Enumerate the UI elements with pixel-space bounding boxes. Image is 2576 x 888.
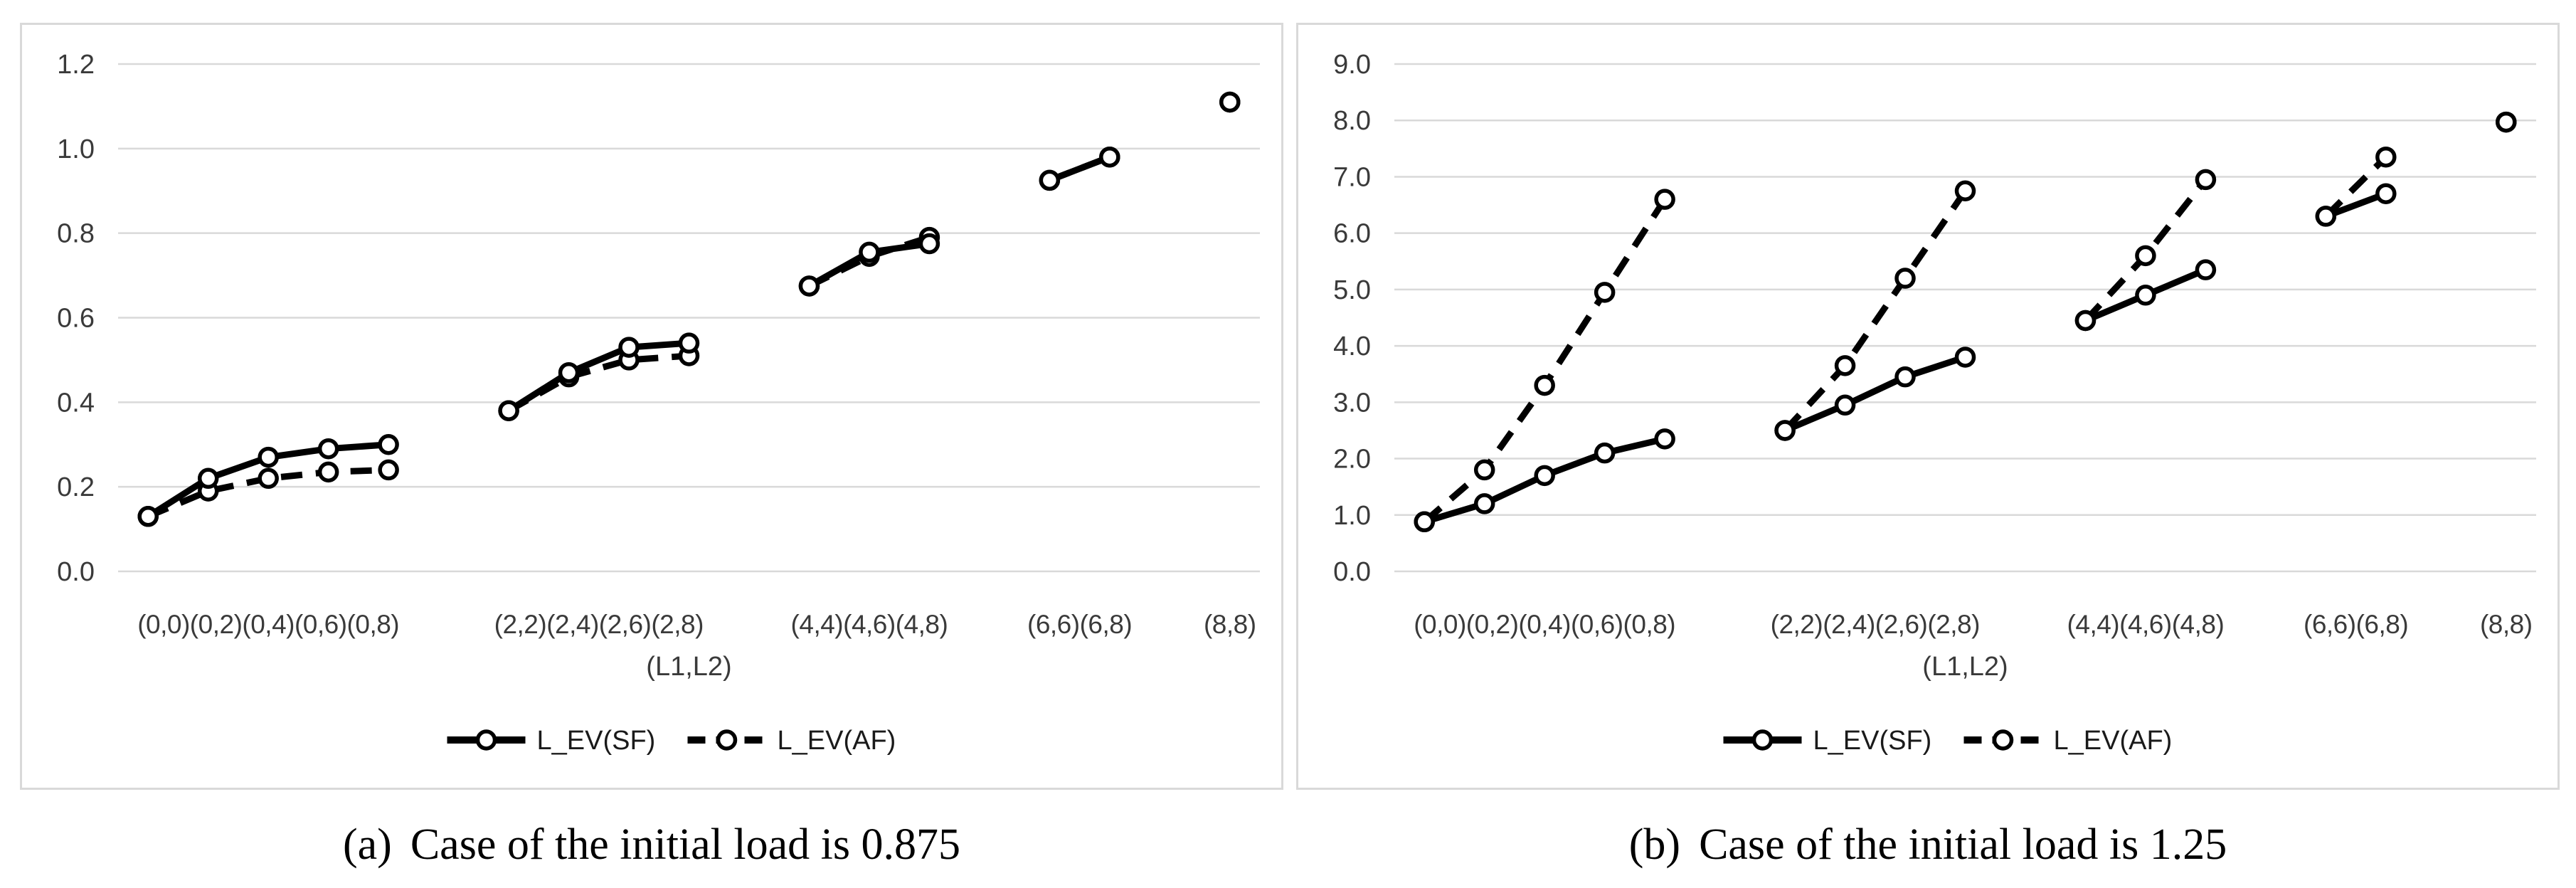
- y-tick-label: 0.0: [1333, 557, 1371, 587]
- data-point-marker: [859, 241, 880, 263]
- data-point-marker: [498, 400, 519, 421]
- data-point-marker: [2315, 206, 2337, 227]
- legend-marker: [716, 729, 738, 751]
- chart-panel-b: 0.0 1.0 2.0 3.0 4.0 5.0 6.0 7.0 8.0 9.0 (0,0)(0,2)…: [1296, 23, 2560, 790]
- x-group-label: (0,0)(0,2)(0,4)(0,6)(0,8): [1414, 610, 1675, 639]
- data-point-marker: [2135, 245, 2156, 267]
- x-axis-title: (L1,L2): [1922, 652, 2008, 682]
- x-axis-title: (L1,L2): [646, 652, 731, 682]
- series-line-af: [1782, 189, 1968, 433]
- data-point-marker: [2135, 285, 2156, 306]
- y-tick-label: 2.0: [1333, 445, 1371, 475]
- y-tick-label: 0.4: [57, 388, 95, 418]
- x-group-label: (4,4)(4,6)(4,8): [2067, 610, 2225, 639]
- data-point-marker: [137, 506, 159, 527]
- data-point-marker: [2375, 146, 2397, 168]
- caption-a-text: Case of the initial load is 0.875: [410, 820, 960, 869]
- y-tick-label: 0.2: [57, 472, 95, 502]
- x-group-label: (2,2)(2,4)(2,6)(2,8): [1771, 610, 1980, 639]
- legend-label: L_EV(AF): [2054, 726, 2173, 756]
- chart-svg-b: 0.0 1.0 2.0 3.0 4.0 5.0 6.0 7.0 8.0 9.0 (0,0)(0,2)…: [1333, 50, 2536, 756]
- data-point-marker: [1894, 366, 1916, 388]
- data-point-marker: [1039, 169, 1061, 191]
- data-point-marker: [1894, 268, 1916, 289]
- data-point-marker: [197, 467, 219, 490]
- data-point-marker: [258, 467, 279, 490]
- data-point-marker: [2496, 111, 2517, 133]
- data-point-marker: [1594, 282, 1616, 303]
- data-point-marker: [1534, 465, 1555, 487]
- data-point-marker: [317, 461, 339, 483]
- series-line-sf: [507, 339, 689, 414]
- y-tick-label: 8.0: [1333, 106, 1371, 136]
- data-point-marker: [1774, 420, 1796, 441]
- legend-marker: [1992, 729, 2014, 751]
- data-point-marker: [378, 434, 399, 455]
- y-tick-label: 0.0: [57, 557, 95, 587]
- y-tick-label: 3.0: [1333, 388, 1371, 418]
- caption-b-text: Case of the initial load is 1.25: [1699, 820, 2227, 869]
- y-tick-label: 9.0: [1333, 50, 1371, 80]
- caption-b-label: (b): [1628, 820, 1681, 869]
- x-group-label: (6,6)(6,8): [1027, 610, 1132, 639]
- legend-marker: [1751, 729, 1774, 751]
- data-point-marker: [1654, 189, 1675, 210]
- caption-a-label: (a): [343, 820, 392, 869]
- caption-a: (a) Case of the initial load is 0.875: [20, 813, 1283, 877]
- y-tick-label: 0.8: [57, 219, 95, 249]
- x-group-label: (8,8): [1204, 610, 1256, 639]
- data-point-marker: [1834, 355, 1856, 376]
- data-point-marker: [918, 233, 940, 255]
- data-point-marker: [1834, 394, 1856, 416]
- y-tick-label: 7.0: [1333, 162, 1371, 192]
- data-point-marker: [558, 361, 580, 384]
- data-point-marker: [258, 446, 279, 468]
- data-point-marker: [1954, 180, 1976, 201]
- data-point-marker: [618, 337, 640, 358]
- data-point-marker: [1654, 428, 1675, 450]
- series-line-sf: [1783, 354, 1966, 434]
- data-point-marker: [317, 438, 339, 460]
- x-group-label: (4,4)(4,6)(4,8): [791, 610, 948, 639]
- chart-svg-a: 0.0 0.2 0.4 0.6 0.8 1.0 1.2 (0,0)(0,2)(0,4)(0,6…: [57, 50, 1260, 756]
- x-group-label: (6,6)(6,8): [2304, 610, 2408, 639]
- data-point-marker: [2375, 183, 2397, 204]
- data-point-marker: [678, 332, 700, 354]
- y-tick-label: 1.0: [57, 134, 95, 164]
- data-point-marker: [2074, 310, 2097, 332]
- legend-label: L_EV(SF): [1813, 726, 1932, 756]
- data-point-marker: [1534, 374, 1555, 396]
- data-point-marker: [2195, 169, 2217, 191]
- data-point-marker: [1473, 493, 1495, 514]
- x-group-label: (2,2)(2,4)(2,6)(2,8): [494, 610, 704, 639]
- series-line-sf: [1048, 154, 1111, 184]
- data-point-marker: [798, 275, 820, 297]
- data-point-marker: [2195, 259, 2217, 280]
- series-line-sf: [2324, 190, 2387, 220]
- caption-b: (b) Case of the initial load is 1.25: [1296, 813, 2560, 877]
- data-point-marker: [1099, 146, 1120, 168]
- x-group-label: (8,8): [2480, 610, 2533, 639]
- y-tick-label: 0.6: [57, 304, 95, 334]
- data-point-marker: [1473, 459, 1495, 481]
- series-line-af: [2323, 154, 2388, 219]
- y-tick-label: 1.0: [1333, 501, 1371, 531]
- series-line-af: [147, 466, 389, 519]
- data-point-marker: [1414, 511, 1435, 533]
- data-point-marker: [1594, 442, 1616, 464]
- legend-marker: [475, 729, 497, 751]
- y-tick-label: 6.0: [1333, 219, 1371, 249]
- legend-label: L_EV(AF): [778, 726, 896, 756]
- legend-label: L_EV(SF): [537, 726, 656, 756]
- y-tick-label: 5.0: [1333, 275, 1371, 305]
- data-point-marker: [1219, 91, 1241, 113]
- chart-panel-a: 0.0 0.2 0.4 0.6 0.8 1.0 1.2 (0,0)(0,2)(0,4)(0,6…: [20, 23, 1283, 790]
- x-group-label: (0,0)(0,2)(0,4)(0,6)(0,8): [137, 610, 399, 639]
- y-tick-label: 1.2: [57, 50, 95, 80]
- data-point-marker: [378, 459, 399, 481]
- data-point-marker: [1954, 347, 1976, 368]
- y-tick-label: 4.0: [1333, 332, 1371, 361]
